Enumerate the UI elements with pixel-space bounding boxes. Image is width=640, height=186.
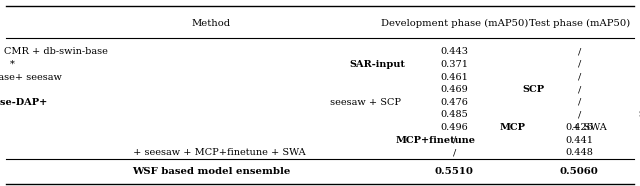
- Text: Test phase (mAP50): Test phase (mAP50): [529, 19, 630, 28]
- Text: /: /: [452, 136, 456, 145]
- Text: /: /: [577, 85, 581, 94]
- Text: 0.443: 0.443: [440, 47, 468, 56]
- Text: 0.5060: 0.5060: [560, 167, 598, 176]
- Text: 0.476: 0.476: [440, 98, 468, 107]
- Text: + SWA: + SWA: [569, 123, 607, 132]
- Text: CMR + db-swin-base: CMR + db-swin-base: [4, 47, 108, 56]
- Text: /: /: [577, 73, 581, 82]
- Text: 0.496: 0.496: [440, 123, 468, 132]
- Text: /: /: [452, 148, 456, 157]
- Text: SAR-input: SAR-input: [349, 60, 406, 69]
- Text: db-CNV2-base-DAP+: db-CNV2-base-DAP+: [0, 98, 47, 107]
- Text: 0.461: 0.461: [440, 73, 468, 82]
- Text: 0.371: 0.371: [440, 60, 468, 69]
- Text: Method: Method: [191, 19, 231, 28]
- Text: 0.448: 0.448: [565, 148, 593, 157]
- Text: 0.469: 0.469: [440, 85, 468, 94]
- Text: 0.5510: 0.5510: [435, 167, 474, 176]
- Text: MCP+finetune: MCP+finetune: [396, 136, 476, 145]
- Text: Development phase (mAP50): Development phase (mAP50): [381, 19, 528, 28]
- Text: + seesaw + MCP+finetune + SWA: + seesaw + MCP+finetune + SWA: [131, 148, 306, 157]
- Text: 0.441: 0.441: [565, 136, 593, 145]
- Text: CMR + db-swin-base+ seesaw: CMR + db-swin-base+ seesaw: [0, 73, 62, 82]
- Text: SCP: SCP: [523, 85, 545, 94]
- Text: *: *: [10, 60, 15, 69]
- Text: /: /: [577, 98, 581, 107]
- Text: WSF based model ensemble: WSF based model ensemble: [132, 167, 291, 176]
- Text: /: /: [577, 47, 581, 56]
- Text: 0.426: 0.426: [565, 123, 593, 132]
- Text: /: /: [577, 110, 581, 119]
- Text: seesaw + SCP: seesaw + SCP: [326, 98, 401, 107]
- Text: SWA: SWA: [638, 110, 640, 119]
- Text: 0.485: 0.485: [440, 110, 468, 119]
- Text: /: /: [577, 60, 581, 69]
- Text: MCP: MCP: [500, 123, 525, 132]
